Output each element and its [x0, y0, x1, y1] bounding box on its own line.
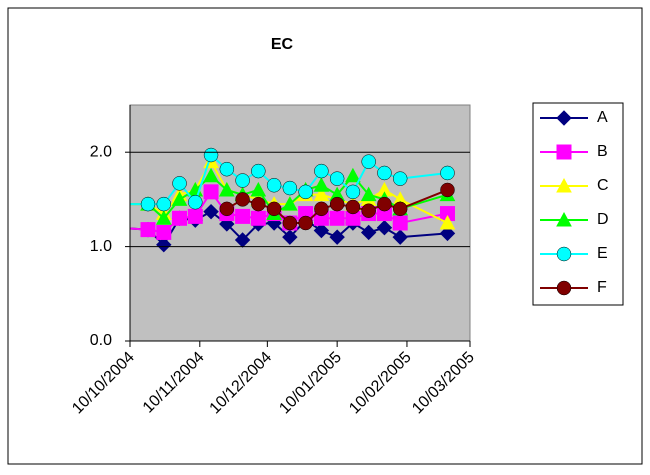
marker: [392, 171, 408, 186]
marker: [218, 181, 235, 197]
marker: [282, 196, 298, 211]
marker: [313, 177, 330, 192]
marker: [266, 201, 282, 217]
y-tick-label: 2.0: [90, 143, 112, 160]
marker: [361, 203, 376, 218]
marker: [440, 165, 455, 181]
marker: [188, 194, 203, 210]
marker: [155, 210, 172, 225]
marker: [313, 222, 330, 239]
legend-label: C: [597, 177, 609, 194]
marker: [203, 147, 219, 163]
marker: [266, 177, 282, 193]
marker: [556, 144, 572, 160]
marker: [556, 246, 572, 262]
y-tick-label: 0.0: [90, 332, 112, 349]
legend: [532, 102, 624, 306]
marker: [440, 182, 455, 198]
marker: [156, 237, 172, 253]
marker: [250, 181, 267, 197]
marker: [235, 192, 250, 207]
marker: [140, 222, 156, 238]
marker: [392, 201, 408, 217]
marker: [203, 203, 219, 220]
marker: [345, 199, 361, 215]
marker: [187, 208, 203, 224]
plot: [130, 147, 456, 253]
marker: [329, 229, 345, 245]
marker: [171, 191, 188, 206]
marker: [251, 163, 266, 179]
marker: [360, 186, 377, 202]
marker: [235, 208, 251, 224]
legend-label: F: [597, 279, 607, 296]
marker: [140, 196, 156, 212]
marker: [377, 165, 392, 181]
marker: [556, 280, 572, 296]
marker: [282, 215, 298, 231]
legend-label: B: [597, 143, 608, 160]
marker: [282, 229, 298, 245]
marker: [298, 184, 313, 200]
marker: [556, 177, 572, 193]
marker: [361, 154, 376, 169]
legend-label: A: [597, 109, 608, 126]
legend-label: D: [597, 211, 609, 228]
marker: [392, 215, 408, 231]
marker: [556, 211, 572, 227]
marker: [439, 225, 456, 242]
marker: [172, 210, 188, 226]
marker: [156, 196, 172, 212]
marker: [439, 214, 456, 230]
marker: [172, 176, 187, 191]
marker: [329, 171, 345, 186]
marker: [313, 186, 330, 202]
marker: [377, 196, 392, 212]
marker: [250, 210, 266, 226]
legend-label: E: [597, 245, 608, 262]
marker: [314, 163, 329, 179]
marker: [203, 184, 219, 200]
marker: [251, 196, 266, 212]
marker: [556, 110, 572, 126]
marker: [282, 180, 298, 196]
marker: [314, 201, 329, 217]
marker: [329, 196, 345, 212]
marker: [360, 224, 377, 241]
marker: [329, 210, 345, 226]
marker: [298, 215, 313, 231]
marker: [219, 201, 235, 217]
marker: [156, 224, 172, 240]
marker: [203, 167, 219, 183]
marker: [219, 161, 235, 177]
marker: [345, 184, 361, 200]
marker: [392, 229, 408, 245]
marker: [376, 220, 393, 236]
chart-title: EC: [271, 36, 294, 53]
marker: [345, 167, 361, 183]
marker: [235, 173, 250, 188]
y-tick-label: 1.0: [90, 238, 112, 255]
